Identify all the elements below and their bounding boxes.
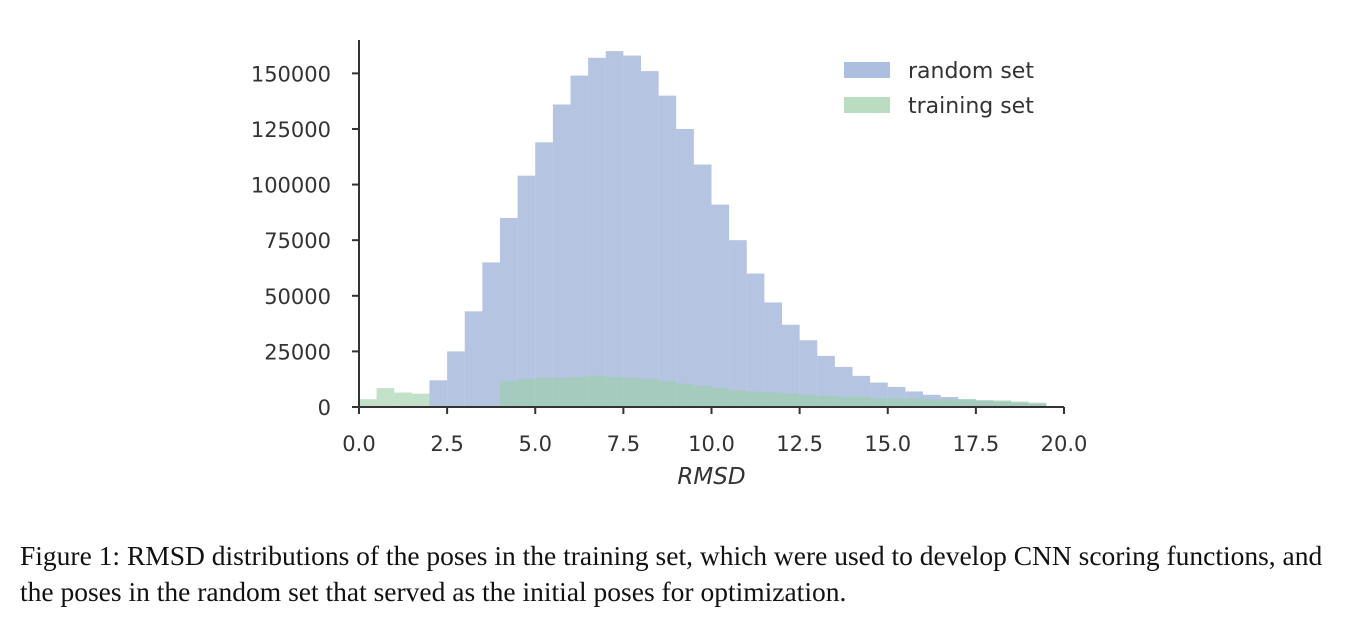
random-set-bar bbox=[711, 204, 730, 407]
random-set-bar bbox=[482, 262, 500, 407]
random-set-bar bbox=[693, 164, 712, 407]
random-set-bar bbox=[464, 311, 483, 407]
x-axis-ticks: 0.0 2.5 5.0 7.5 10.0 12.5 15.0 17.5 20.0 bbox=[342, 407, 1087, 456]
legend-swatch-training-set bbox=[844, 97, 890, 113]
random-set-bars bbox=[429, 51, 1047, 408]
random-set-bar bbox=[676, 128, 694, 407]
random-set-bar bbox=[517, 175, 536, 407]
legend-label-random-set: random set bbox=[908, 59, 1034, 84]
training-set-bar bbox=[905, 398, 923, 407]
random-set-bar bbox=[500, 217, 518, 407]
random-set-bar bbox=[535, 142, 553, 407]
training-set-bar bbox=[693, 385, 712, 407]
random-set-bar bbox=[764, 302, 782, 407]
x-axis-label: RMSD bbox=[677, 464, 745, 490]
random-set-bar bbox=[746, 273, 765, 407]
training-set-bar bbox=[993, 400, 1012, 407]
x-tick-label: 15.0 bbox=[864, 432, 911, 456]
training-set-bar bbox=[658, 381, 677, 407]
training-set-bar bbox=[359, 399, 377, 407]
training-set-bar bbox=[623, 378, 641, 407]
training-set-bar bbox=[676, 383, 694, 407]
random-set-bar bbox=[605, 51, 624, 407]
training-set-bar bbox=[887, 398, 906, 407]
x-tick-label: 10.0 bbox=[688, 432, 735, 456]
training-set-bar bbox=[870, 398, 888, 407]
training-set-bar bbox=[588, 375, 606, 407]
random-set-bar bbox=[447, 351, 465, 407]
training-set-bar bbox=[517, 379, 536, 407]
random-set-bar bbox=[782, 324, 800, 407]
x-tick-label: 12.5 bbox=[776, 432, 823, 456]
x-tick-label: 2.5 bbox=[430, 432, 463, 456]
training-set-bar bbox=[711, 388, 730, 407]
legend-label-training-set: training set bbox=[908, 94, 1034, 119]
training-set-bar bbox=[782, 393, 800, 407]
training-set-bar bbox=[799, 394, 818, 407]
random-set-bar bbox=[817, 355, 835, 407]
training-set-bar bbox=[923, 399, 941, 407]
legend-swatch-random-set bbox=[844, 62, 890, 78]
x-tick-label: 5.0 bbox=[519, 432, 552, 456]
x-tick-label: 0.0 bbox=[342, 432, 375, 456]
random-set-bar bbox=[799, 340, 818, 407]
training-set-bar bbox=[958, 399, 976, 407]
training-set-bar bbox=[605, 376, 624, 407]
random-set-bar bbox=[658, 95, 677, 407]
y-tick-label: 125000 bbox=[251, 118, 331, 142]
x-tick-label: 7.5 bbox=[607, 432, 640, 456]
y-tick-label: 75000 bbox=[264, 229, 331, 253]
y-tick-label: 150000 bbox=[251, 62, 331, 86]
training-set-bar bbox=[1011, 401, 1029, 407]
training-set-bar bbox=[641, 379, 659, 407]
random-set-bar bbox=[570, 75, 589, 407]
random-set-bar bbox=[729, 240, 747, 407]
x-tick-label: 17.5 bbox=[952, 432, 999, 456]
training-set-bar bbox=[535, 378, 553, 407]
legend: random set training set bbox=[844, 59, 1034, 119]
y-tick-label: 0 bbox=[318, 396, 331, 420]
y-axis-ticks: 0 25000 50000 75000 100000 125000 150000 bbox=[251, 62, 359, 420]
random-set-bar bbox=[552, 104, 571, 408]
training-set-bar bbox=[376, 388, 395, 407]
training-set-bar bbox=[552, 378, 571, 407]
random-set-bar bbox=[641, 71, 659, 407]
y-tick-label: 50000 bbox=[264, 285, 331, 309]
figure-caption: Figure 1: RMSD distributions of the pose… bbox=[20, 540, 1323, 607]
training-set-bar bbox=[764, 392, 782, 407]
random-set-bar bbox=[623, 55, 641, 407]
training-set-bar bbox=[411, 393, 430, 407]
histogram-chart: 0.0 2.5 5.0 7.5 10.0 12.5 15.0 17.5 20.0 0 25000 5… bbox=[251, 40, 1087, 490]
training-set-bar bbox=[1028, 402, 1047, 407]
random-set-bar bbox=[429, 380, 448, 407]
random-set-bar bbox=[588, 57, 606, 407]
training-set-bar bbox=[746, 391, 765, 407]
training-set-bar bbox=[570, 376, 589, 407]
training-set-bar bbox=[500, 381, 518, 407]
x-tick-label: 20.0 bbox=[1041, 432, 1088, 456]
training-set-bar bbox=[394, 392, 412, 407]
y-tick-label: 25000 bbox=[264, 340, 331, 364]
training-set-bar bbox=[975, 400, 994, 407]
training-set-bar bbox=[852, 396, 871, 407]
training-set-bars bbox=[359, 375, 1047, 407]
training-set-bar bbox=[729, 390, 747, 407]
training-set-bar bbox=[940, 399, 959, 407]
y-tick-label: 100000 bbox=[251, 174, 331, 198]
training-set-bar bbox=[817, 395, 835, 407]
training-set-bar bbox=[834, 396, 853, 407]
